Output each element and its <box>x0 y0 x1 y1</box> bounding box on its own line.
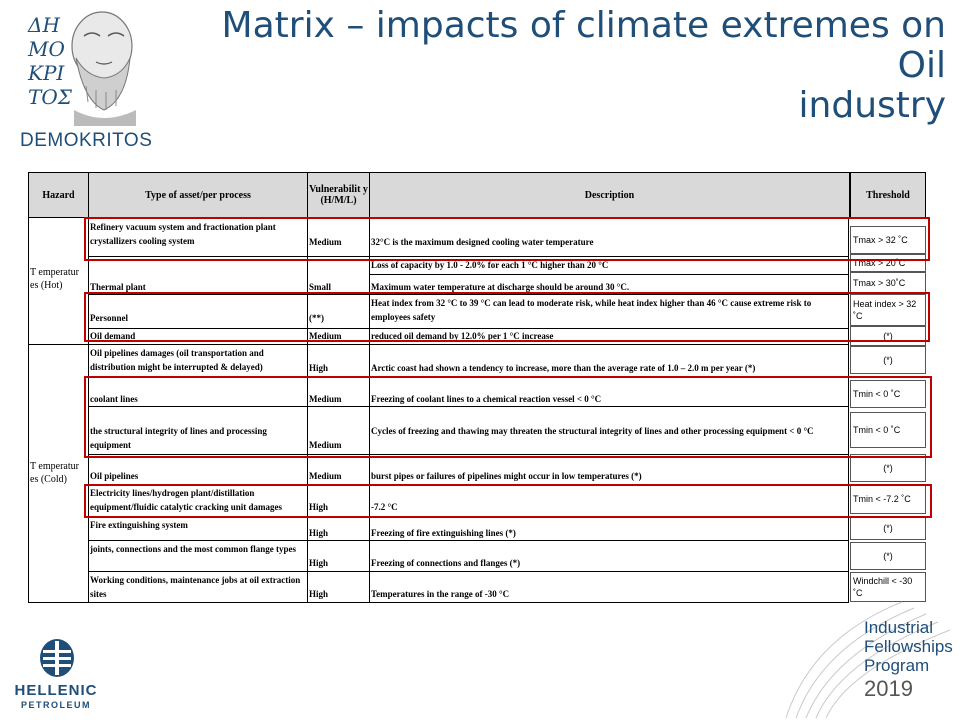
row-4-vulnerability: High <box>309 363 329 373</box>
ifp-title: Industrial Fellowships Program <box>864 618 953 675</box>
row-2-description: Heat index from 32 °C to 39 °C can lead … <box>371 298 812 322</box>
row-1-vulnerability: Small <box>309 282 332 292</box>
header-asset: Type of asset/per process <box>88 172 308 218</box>
hellenic-name: HELLENIC <box>14 682 98 699</box>
svg-text:ΜΟ: ΜΟ <box>27 37 65 61</box>
row-6-vulnerability: Medium <box>309 440 342 450</box>
logo-text: DEMOKRITOS <box>20 130 153 151</box>
threshold-5: Tmin < 0 ˚C <box>850 380 926 408</box>
ifp-lines-icon <box>785 601 951 718</box>
threshold-6: Tmin < 0 ˚C <box>850 412 926 448</box>
row-divider <box>88 406 849 407</box>
highlight-box-coolant <box>84 376 932 458</box>
row-9-description: Freezing of fire extinguishing lines (*) <box>371 528 516 538</box>
ifp-year: 2019 <box>864 676 913 701</box>
threshold-1b: Tmax > 30˚C <box>850 272 926 294</box>
row-10-description: Freezing of connections and flanges (*) <box>371 558 521 568</box>
row-4-asset: Oil pipelines damages (oil transportatio… <box>90 348 264 372</box>
row-7-vulnerability: Medium <box>309 471 342 481</box>
row-5-asset: coolant lines <box>90 394 138 404</box>
row-divider <box>88 294 849 295</box>
ifp-line-3: Program <box>864 656 930 675</box>
svg-text:ΚΡΙ: ΚΡΙ <box>27 61 65 85</box>
column-divider <box>369 218 370 603</box>
svg-text:ΤΟΣ: ΤΟΣ <box>28 85 73 109</box>
hellenic-emblem-icon <box>40 639 74 677</box>
threshold-10: (*) <box>850 542 926 570</box>
row-0-description: 32°C is the maximum designed cooling wat… <box>371 237 594 247</box>
header-vulnerability: Vulnerabilit y (H/M/L) <box>307 172 370 218</box>
column-divider <box>307 218 308 603</box>
slide-title: Matrix – impacts of climate extremes on … <box>206 6 946 126</box>
hazard-hot: T emperatur es (Hot) <box>30 267 79 291</box>
row-6-asset: the structural integrity of lines and pr… <box>90 426 267 450</box>
title-line-2: industry <box>798 85 946 126</box>
threshold-11: Windchill < -30 ˚C <box>850 572 926 602</box>
title-line-1: Matrix – impacts of climate extremes on … <box>221 5 946 86</box>
row-1-description-1: Loss of capacity by 1.0 - 2.0% for each … <box>371 260 609 270</box>
group-divider <box>28 344 849 345</box>
row-7-description: burst pipes or failures of pipelines mig… <box>371 471 642 481</box>
row-8-asset: Electricity lines/hydrogen plant/distill… <box>90 488 282 512</box>
ifp-line-1: Industrial <box>864 618 933 637</box>
svg-text:ΔΗ: ΔΗ <box>27 13 60 37</box>
row-0-vulnerability: Medium <box>309 237 342 247</box>
row-11-vulnerability: High <box>309 589 329 599</box>
threshold-1a: Tmax > 20˚C <box>850 254 926 272</box>
row-9-asset: Fire extinguishing system <box>90 520 188 530</box>
row-8-description: -7.2 °C <box>371 502 398 512</box>
threshold-7: (*) <box>850 454 926 482</box>
header-hazard: Hazard <box>28 172 89 218</box>
row-9-vulnerability: High <box>309 528 329 538</box>
row-2-vulnerability: (**) <box>309 313 324 323</box>
threshold-4: (*) <box>850 346 926 374</box>
democritus-bust-icon: ΔΗ ΜΟ ΚΡΙ ΤΟΣ <box>27 11 136 126</box>
threshold-9: (*) <box>850 516 926 540</box>
row-11-asset: Working conditions, maintenance jobs at … <box>90 575 301 599</box>
row-10-vulnerability: High <box>309 558 329 568</box>
highlight-box-refinery <box>84 217 930 261</box>
row-divider <box>88 454 849 455</box>
impact-matrix-table: Hazard Type of asset/per process Vulnera… <box>28 172 928 604</box>
hellenic-petroleum-logo: HELLENIC PETROLEUM <box>4 638 108 718</box>
hazard-cold: T emperatur es (Cold) <box>30 461 79 485</box>
row-10-asset: joints, connections and the most common … <box>90 544 296 554</box>
row-divider <box>88 256 849 257</box>
threshold-0: Tmax > 32 ˚C <box>850 226 926 254</box>
row-3-asset: Oil demand <box>90 331 136 341</box>
row-1-asset: Thermal plant <box>90 282 146 292</box>
threshold-8: Tmin < -7.2 ˚C <box>850 484 926 514</box>
row-8-vulnerability: High <box>309 502 329 512</box>
row-5-description: Freezing of coolant lines to a chemical … <box>371 394 602 404</box>
row-divider <box>88 540 849 541</box>
row-11-description: Temperatures in the range of -30 °C <box>371 589 510 599</box>
row-2-asset: Personnel <box>90 313 128 323</box>
ifp-line-2: Fellowships <box>864 637 953 656</box>
row-6-description: Cycles of freezing and thawing may threa… <box>371 426 814 436</box>
row-4-description: Arctic coast had shown a tendency to inc… <box>371 363 756 373</box>
highlight-box-personnel <box>84 292 930 342</box>
row-divider <box>369 274 849 275</box>
demokritos-logo: ΔΗ ΜΟ ΚΡΙ ΤΟΣ DEMOKRITOS <box>12 6 152 156</box>
row-7-asset: Oil pipelines <box>90 471 139 481</box>
row-3-description: reduced oil demand by 12.0% per 1 °C inc… <box>371 331 554 341</box>
row-3-vulnerability: Medium <box>309 331 342 341</box>
header-description: Description <box>369 172 850 218</box>
ifp-logo: Industrial Fellowships Program 2019 <box>782 598 958 718</box>
row-0-asset: Refinery vacuum system and fractionation… <box>90 222 276 246</box>
hellenic-sub: PETROLEUM <box>20 700 91 710</box>
row-divider <box>88 571 849 572</box>
row-divider <box>88 328 849 329</box>
row-5-vulnerability: Medium <box>309 394 342 404</box>
column-divider <box>88 218 89 603</box>
header-threshold: Threshold <box>850 172 926 218</box>
threshold-2: Heat index > 32 ˚C <box>850 294 926 326</box>
row-1-description-2: Maximum water temperature at discharge s… <box>371 282 630 292</box>
highlight-box-electricity <box>84 484 932 518</box>
